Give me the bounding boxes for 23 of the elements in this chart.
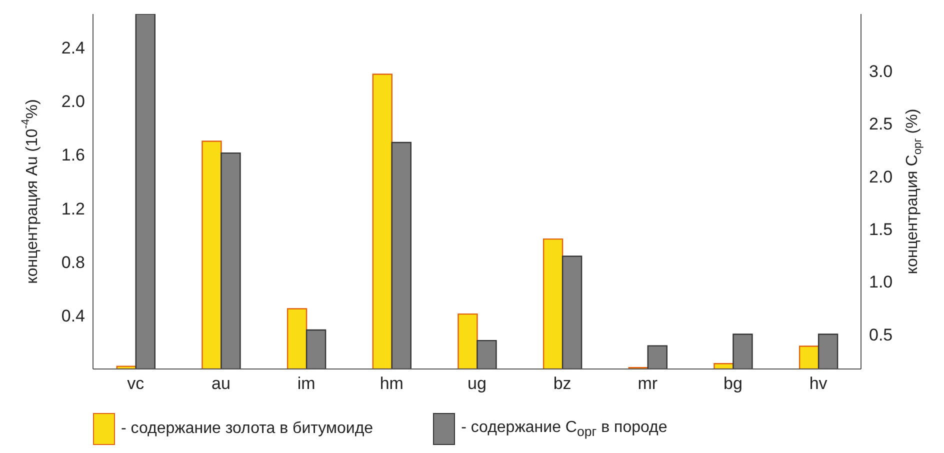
legend-label: - содержание золота в битумоиде <box>121 420 374 438</box>
y-tick-label: 0.8 <box>61 252 85 272</box>
x-tick-label: ug <box>468 374 486 394</box>
y-tick-label: 0.4 <box>61 306 85 326</box>
legend-label: - содержание C$_{орг}$ в породе <box>461 418 668 440</box>
y-tick-label: 2.0 <box>61 92 85 112</box>
y2-tick-label: 2.0 <box>869 167 893 186</box>
x-tick-label: hv <box>809 374 828 394</box>
y2-tick-label: 1.0 <box>869 272 893 292</box>
y2-tick-label: 1.5 <box>869 220 893 239</box>
x-tick-label: bg <box>724 374 742 394</box>
y-tick-label: 1.6 <box>61 146 85 165</box>
x-tick-label: au <box>212 374 230 394</box>
y-tick-label: 2.4 <box>61 38 85 58</box>
y2-tick-label: 0.5 <box>869 325 893 344</box>
y2-tick-label: 2.5 <box>869 114 893 134</box>
x-tick-label: bz <box>553 374 572 394</box>
x-tick-label: vc <box>127 374 145 394</box>
x-tick-label: im <box>297 374 316 394</box>
y2-tick-label: 3.0 <box>869 62 893 81</box>
x-tick-label: hm <box>380 374 404 394</box>
y-tick-label: 1.2 <box>61 199 85 218</box>
x-tick-label: mr <box>638 374 658 394</box>
